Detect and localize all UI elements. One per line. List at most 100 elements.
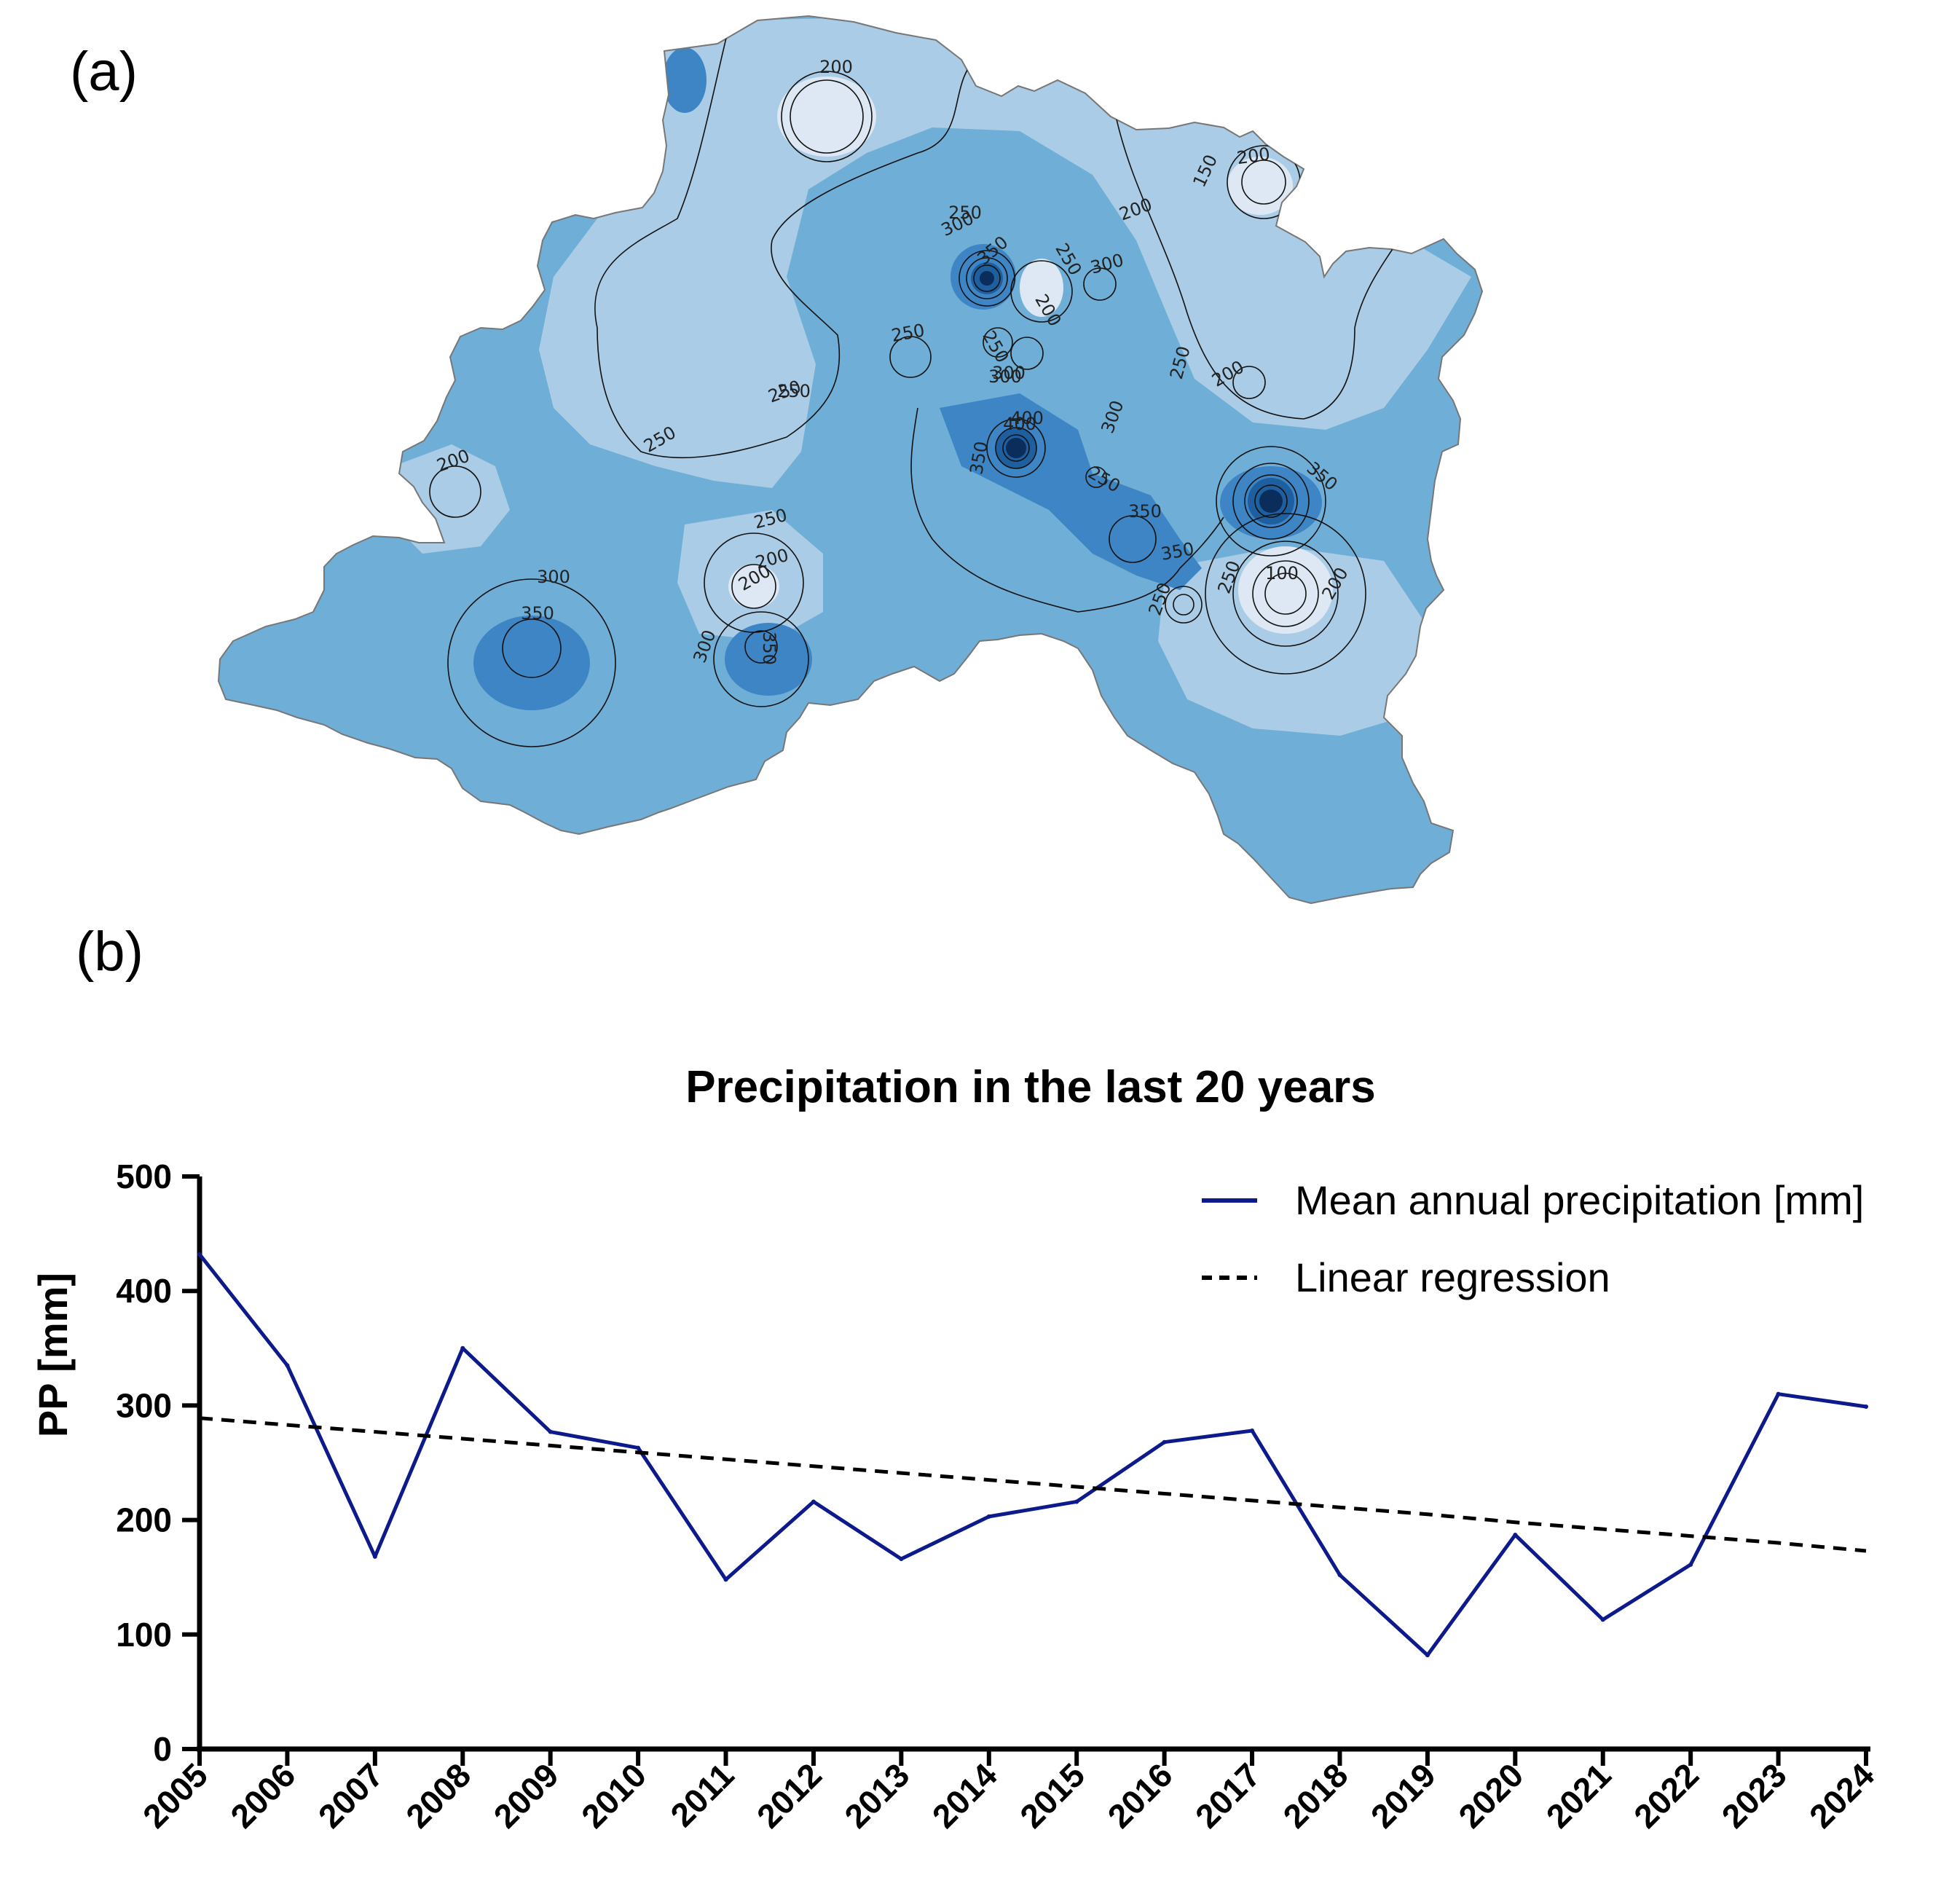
map-dark-zone-nw (663, 47, 707, 113)
contour-circle-6 (889, 336, 932, 378)
data-point-2014 (986, 1514, 991, 1519)
contour-label: 300 (537, 567, 570, 587)
map-contour-lines (429, 28, 1399, 747)
contour-circle-17 (1244, 474, 1298, 528)
contour-circle-20 (1205, 513, 1366, 675)
data-point-2023 (1776, 1391, 1781, 1396)
data-point-2007 (372, 1554, 377, 1559)
contour-circle-5 (1241, 160, 1286, 205)
x-tick-label: 2010 (574, 1756, 653, 1835)
x-tick-label: 2012 (749, 1756, 829, 1835)
map-light-zone-southeast (1158, 546, 1428, 736)
contour-circle-27 (744, 630, 778, 664)
contour-label: 100 (1265, 563, 1299, 583)
x-tick-label: 2019 (1363, 1756, 1443, 1835)
x-tick-label: 2015 (1012, 1756, 1092, 1835)
x-tick-label: 2013 (837, 1756, 916, 1835)
contour-circle-12 (986, 418, 1046, 478)
map-dark-zone-west (473, 616, 590, 710)
y-tick-label: 200 (116, 1501, 172, 1539)
x-tick-label: 2009 (487, 1756, 566, 1835)
y-axis-ticks: 0 100 200 300 400 500 (116, 1158, 200, 1768)
data-point-2006 (285, 1363, 290, 1368)
series-line-mean-precipitation (198, 1253, 1867, 1657)
legend-label-mean-precipitation: Mean annual precipitation [mm] (1295, 1177, 1864, 1223)
x-tick-label: 2007 (311, 1756, 390, 1835)
contour-label: 350 (759, 632, 779, 665)
contour-circle-32 (1085, 466, 1107, 488)
x-tick-label: 2024 (1802, 1756, 1881, 1835)
y-axis-label: PP [mm] (30, 1273, 76, 1437)
contour-circle-23 (1264, 573, 1307, 615)
contour-label: 250 (948, 203, 982, 223)
contour-circle-24 (447, 578, 616, 747)
data-point-2013 (899, 1557, 904, 1562)
contour-label: 300 (992, 363, 1026, 383)
chart-legend: Mean annual precipitation [mm] Linear re… (1202, 1177, 1864, 1300)
contour-circle-26 (713, 611, 809, 707)
contour-circle-31 (1173, 594, 1195, 616)
contour-circle-33 (1232, 366, 1266, 399)
x-tick-label: 2005 (135, 1756, 215, 1835)
contour-circle-9 (973, 264, 1001, 292)
y-tick-label: 500 (116, 1158, 172, 1195)
y-tick-label: 0 (153, 1730, 172, 1768)
x-tick-label: 2016 (1101, 1756, 1180, 1835)
map-color-fill (219, 16, 1482, 903)
x-axis-ticks: 2005 2006 2007 2008 2009 2010 2011 2012 2013 2014… (135, 1749, 1881, 1835)
contour-circle-1 (429, 465, 481, 518)
data-point-2011 (723, 1577, 728, 1582)
contour-label: 400 (1003, 414, 1036, 434)
contour-circle-19 (1109, 515, 1157, 563)
contour-label: 200 (819, 57, 853, 77)
contour-circle-34 (983, 327, 1013, 358)
contour-circle-13 (995, 427, 1037, 469)
y-tick-label: 300 (116, 1386, 172, 1424)
contour-label: 400 (1010, 408, 1044, 428)
contour-circle-22 (1252, 560, 1319, 627)
contour-line-200-west (594, 28, 977, 459)
x-tick-label: 2017 (1188, 1756, 1267, 1835)
legend-label-linear-regression: Linear regression (1295, 1254, 1610, 1300)
y-tick-label: 400 (116, 1272, 172, 1310)
data-point-2008 (460, 1345, 465, 1351)
contour-circle-30 (1165, 586, 1203, 624)
x-tick-label: 2020 (1451, 1756, 1530, 1835)
data-point-2019 (1425, 1653, 1430, 1658)
panel-label-a: (a) (70, 41, 138, 103)
y-tick-label: 100 (116, 1616, 172, 1654)
data-point-2009 (548, 1429, 553, 1434)
series-line-linear-regression (199, 1416, 1867, 1553)
panel-label-b: (b) (76, 921, 143, 983)
data-point-2005 (197, 1251, 202, 1257)
chart-title: Precipitation in the last 20 years (685, 1062, 1376, 1112)
contour-circle-14 (1002, 434, 1030, 462)
contour-label: 350 (1128, 501, 1162, 522)
map-lightest-spot-3 (1238, 546, 1333, 634)
map-lightest-spot-1 (777, 76, 876, 157)
contour-label: 250 (777, 381, 811, 401)
data-point-2015 (1074, 1499, 1079, 1504)
contour-label: 350 (521, 603, 554, 624)
contour-label: 200 (1235, 144, 1271, 168)
precipitation-chart: Precipitation in the last 20 years PP [m… (30, 1062, 1881, 1835)
contour-label: 300 (988, 366, 1022, 387)
contour-circle-28 (704, 533, 804, 633)
contour-line-200-east (1114, 109, 1399, 420)
data-point-2020 (1513, 1533, 1518, 1538)
x-tick-label: 2008 (398, 1756, 478, 1835)
data-point-2024 (1864, 1404, 1868, 1409)
data-point-2021 (1600, 1617, 1605, 1622)
contour-circle-21 (1232, 541, 1339, 647)
contour-circle-25 (502, 618, 562, 678)
data-point-2012 (811, 1499, 816, 1504)
contour-circle-29 (731, 564, 776, 609)
map-lightest-spot-4 (728, 565, 779, 608)
contour-circle-7 (959, 250, 1015, 307)
map-lightest-spot-5 (1020, 259, 1063, 317)
data-point-2017 (1250, 1428, 1255, 1433)
x-tick-label: 2006 (223, 1756, 302, 1835)
map-darker-core-4 (1117, 523, 1149, 555)
contour-circle-8 (966, 257, 1008, 299)
